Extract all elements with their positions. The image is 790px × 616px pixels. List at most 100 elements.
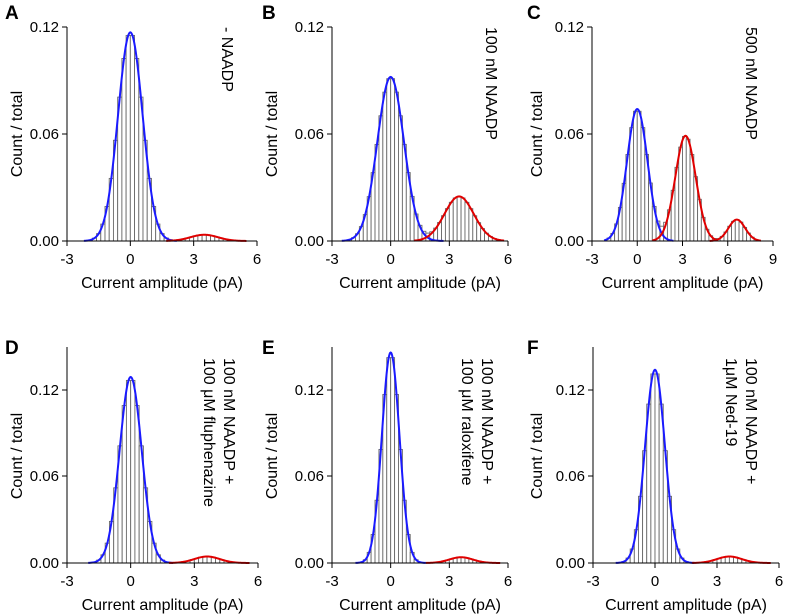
chart-panel-f: -3 0 3 6 0.00 0.06 0.12 Current amplitude (pA) C… [527, 338, 783, 614]
chart-panel-b: -3 0 3 6 0.00 0.06 0.12 Current amplitude (pA) C… [262, 3, 512, 292]
x-axis-label: Current amplitude (pA) [339, 275, 501, 292]
x-tick-label: 0 [126, 573, 134, 590]
histogram-bar-29 [444, 208, 450, 242]
panel-letter: D [5, 338, 19, 359]
chart-panel-e: -3 0 3 6 0.00 0.06 0.12 Current amplitude (pA) C… [262, 338, 512, 614]
histogram-bar-13 [382, 91, 388, 242]
x-tick-label: 6 [253, 251, 261, 268]
y-tick-label: 0.00 [295, 555, 324, 572]
y-tick-label: 0.00 [30, 233, 59, 250]
histogram-bar-14 [125, 34, 131, 242]
histogram-bar-15 [130, 379, 136, 564]
y-tick-label: 0.06 [556, 468, 585, 485]
x-tick-label: 0 [651, 573, 659, 590]
fit-curve-1 [652, 134, 717, 242]
histogram-bar-12 [378, 115, 384, 242]
panel-letter: E [262, 338, 275, 359]
x-tick-label: -3 [585, 251, 598, 268]
x-tick-label: 3 [190, 573, 198, 590]
x-tick-label: 3 [445, 573, 453, 590]
fit-curve-0 [355, 351, 426, 564]
x-tick-label: 3 [445, 251, 453, 268]
y-axis-label: Count / total [264, 413, 281, 499]
condition-label: 1μM Ned-19 [722, 358, 739, 446]
histogram-bar-15 [654, 373, 660, 564]
chart-panel-c: -3 0 3 6 9 0.00 0.06 0.12 Current amplitude (pA)… [527, 3, 777, 292]
histogram-bar-14 [125, 379, 132, 564]
histogram-bar-12 [636, 110, 642, 242]
histogram-bars [347, 78, 501, 242]
x-tick-label: 6 [504, 573, 512, 590]
histogram-bar-14 [386, 78, 392, 242]
histogram-bar-34 [464, 201, 470, 242]
histogram-bar-14 [386, 357, 392, 564]
histogram-bar-25 [685, 138, 691, 242]
y-axis-label: Count / total [264, 91, 281, 177]
histogram-bar-16 [394, 91, 399, 242]
x-axis-label: Current amplitude (pA) [339, 597, 501, 614]
condition-label: 100 nM NAADP + [220, 358, 237, 484]
panel-letter: A [5, 3, 19, 24]
histogram-bar-35 [468, 208, 474, 242]
fit-curve-0 [83, 31, 177, 242]
condition-label: 500 nM NAADP [742, 27, 759, 140]
y-axis-label: Count / total [9, 413, 26, 499]
histogram-bar-15 [390, 78, 396, 242]
x-tick-label: 6 [254, 573, 262, 590]
y-tick-label: 0.00 [556, 555, 585, 572]
y-axis-label: Count / total [529, 413, 546, 499]
y-tick-label: 0.12 [556, 382, 585, 399]
y-tick-label: 0.12 [555, 19, 584, 36]
x-tick-label: 6 [775, 573, 783, 590]
x-tick-label: -3 [60, 251, 73, 268]
x-tick-label: 9 [769, 251, 777, 268]
histogram-bars [91, 34, 228, 242]
y-tick-label: 0.06 [555, 126, 584, 143]
histogram-bar-16 [134, 405, 140, 564]
fit-curve-1 [414, 195, 505, 242]
x-tick-label: -3 [325, 251, 338, 268]
condition-label: 100 μM fluphenazine [200, 358, 217, 507]
chart-panel-d: -3 0 3 6 0.00 0.06 0.12 Current amplitude (pA) C… [5, 338, 262, 614]
condition-label: 100 nM NAADP [482, 27, 499, 140]
panel-letter: C [527, 3, 541, 24]
condition-label: 100 μM raloxifene [458, 358, 475, 486]
histogram-bars [606, 110, 759, 242]
y-tick-label: 0.06 [295, 126, 324, 143]
fit-curve-2 [709, 218, 762, 242]
histogram-bar-10 [629, 127, 634, 242]
histogram-bar-30 [448, 201, 454, 242]
histogram-bar-11 [633, 110, 638, 242]
histogram-bar-17 [398, 115, 403, 242]
fit-curve-0 [88, 375, 174, 564]
y-tick-label: 0.00 [30, 555, 59, 572]
histogram-bar-15 [390, 357, 396, 564]
histogram-bar-38 [734, 219, 740, 242]
histogram-bar-23 [678, 146, 683, 242]
histogram-bar-33 [460, 197, 466, 242]
x-axis-label: Current amplitude (pA) [81, 275, 243, 292]
x-tick-label: 6 [724, 251, 732, 268]
x-tick-label: 0 [386, 251, 394, 268]
y-tick-label: 0.12 [30, 382, 59, 399]
y-tick-label: 0.06 [295, 468, 324, 485]
y-tick-label: 0.06 [30, 468, 59, 485]
x-tick-label: -3 [60, 573, 73, 590]
x-tick-label: 3 [189, 251, 197, 268]
x-tick-label: 3 [713, 573, 721, 590]
y-tick-label: 0.12 [295, 19, 324, 36]
condition-label: 100 nM NAADP + [742, 358, 759, 484]
histogram-bar-16 [134, 58, 140, 242]
x-tick-label: 0 [126, 251, 134, 268]
chart-panel-a: -3 0 3 6 0.00 0.06 0.12 Current amplitude (pA) C… [5, 3, 261, 292]
y-tick-label: 0.12 [30, 19, 59, 36]
histogram-bar-15 [129, 34, 136, 242]
panel-letter: B [262, 3, 276, 24]
y-tick-label: 0.00 [295, 233, 324, 250]
histogram-bar-24 [682, 135, 687, 242]
x-tick-label: 3 [678, 251, 686, 268]
x-tick-label: -3 [325, 573, 338, 590]
y-axis-label: Count / total [9, 91, 26, 177]
condition-label: 100 nM NAADP + [478, 358, 495, 484]
